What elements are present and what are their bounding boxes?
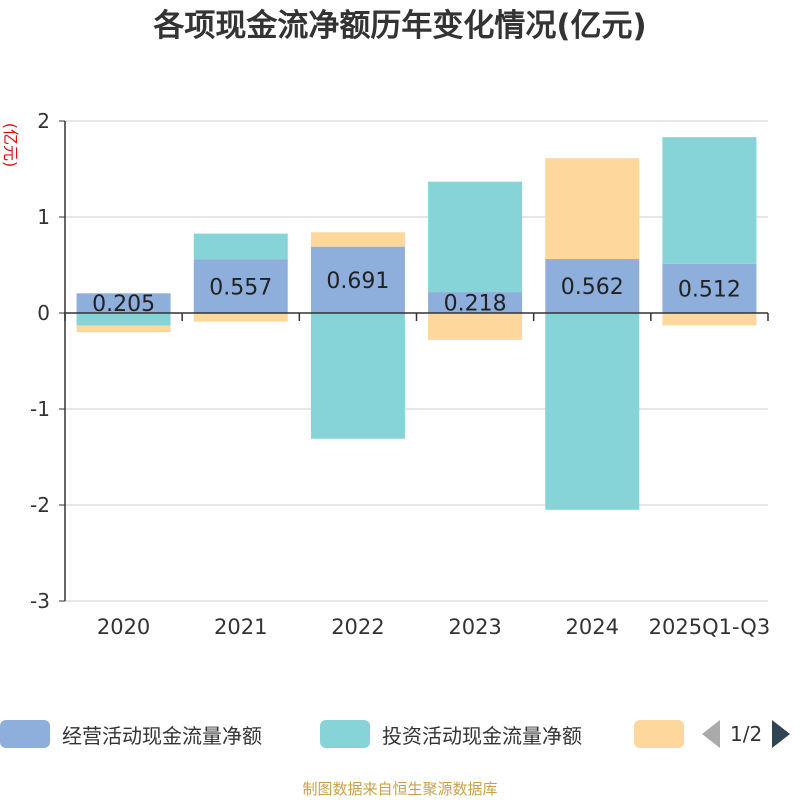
bar-series1-2020 [76, 293, 171, 313]
bar-series1-2025Q1-Q3 [662, 263, 757, 313]
x-tick-label: 2024 [566, 615, 619, 639]
bar-series3-2023 [428, 313, 523, 340]
x-tick-label: 2023 [448, 615, 501, 639]
data-label: 0.512 [678, 277, 741, 302]
legend-item-investing[interactable]: 投资活动现金流量净额 [320, 716, 582, 752]
bar-series2-2024 [545, 313, 640, 510]
data-label: 0.205 [92, 292, 155, 317]
x-tick-label: 2022 [331, 615, 384, 639]
legend-pager: 1/2 [702, 716, 791, 752]
bar-series2-2025Q1-Q3 [662, 137, 757, 264]
y-tick-label: 1 [37, 205, 50, 229]
pager-next-icon[interactable] [772, 720, 791, 748]
y-tick-label: -1 [30, 397, 50, 421]
y-tick-label: 0 [37, 301, 50, 325]
chart-title: 各项现金流净额历年变化情况(亿元) [153, 8, 647, 44]
bar-series1-2023 [428, 292, 523, 313]
bar-series3-2022 [310, 232, 405, 247]
x-tick-label: 2025Q1-Q3 [649, 615, 771, 639]
bar-series2-2020 [76, 313, 171, 326]
data-label: 0.562 [561, 275, 624, 300]
data-label: 0.557 [209, 275, 272, 300]
legend-swatch-financing [634, 720, 684, 748]
data-label: 0.218 [444, 292, 507, 317]
source-note: 制图数据来自恒生聚源数据库 [302, 780, 498, 798]
legend-item-operating[interactable]: 经营活动现金流量净额 [0, 716, 262, 752]
legend-item-financing[interactable] [634, 716, 684, 752]
legend-label-operating: 经营活动现金流量净额 [62, 723, 262, 748]
bar-series1-2024 [545, 259, 640, 313]
data-label: 0.691 [326, 269, 389, 294]
bar-series3-2025Q1-Q3 [662, 313, 757, 326]
legend-label-investing: 投资活动现金流量净额 [382, 723, 582, 748]
y-tick-label: -3 [30, 589, 50, 613]
bar-series2-2021 [193, 233, 288, 260]
x-tick-label: 2021 [214, 615, 267, 639]
bar-series1-2022 [310, 246, 405, 313]
bar-series2-2022 [310, 313, 405, 439]
bar-series2-2023 [428, 181, 523, 293]
legend-swatch-investing [320, 720, 370, 748]
bar-series3-2020 [76, 325, 171, 333]
legend-swatch-operating [0, 720, 50, 748]
bar-series3-2024 [545, 158, 640, 260]
legend: 经营活动现金流量净额 投资活动现金流量净额 1/2 [0, 716, 800, 752]
bar-series3-2021 [193, 313, 288, 322]
y-axis-title: (亿元) [1, 123, 20, 168]
x-tick-label: 2020 [97, 615, 150, 639]
pager-text: 1/2 [730, 722, 763, 746]
bar-series1-2021 [193, 259, 288, 313]
y-tick-label: -2 [30, 493, 50, 517]
pager-prev-icon[interactable] [702, 720, 720, 748]
y-tick-label: 2 [37, 109, 50, 133]
